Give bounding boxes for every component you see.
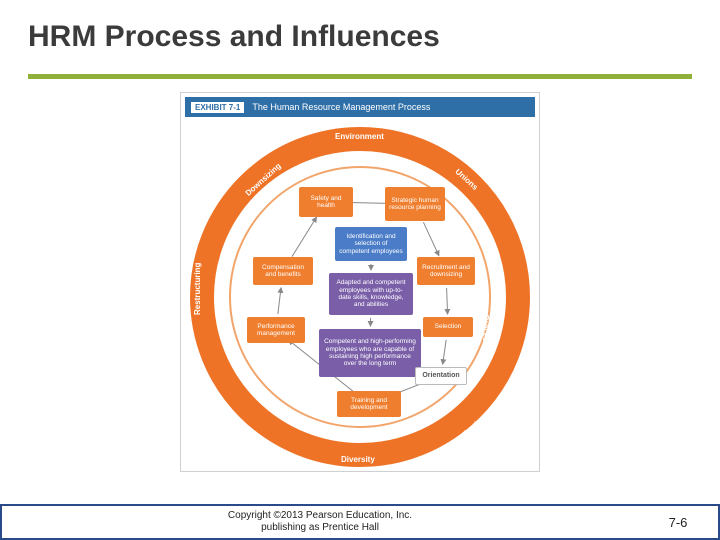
env-label-bottom: Diversity bbox=[341, 455, 375, 464]
box-orientation: Orientation bbox=[415, 367, 467, 385]
arrow-recruitment-selection bbox=[447, 288, 448, 314]
exhibit-number: EXHIBIT 7-1 bbox=[191, 102, 244, 113]
box-performance: Performance management bbox=[247, 317, 305, 343]
hrm-diagram: EnvironmentDownsizingUnionsRestructuring… bbox=[185, 117, 535, 467]
box-training: Training and development bbox=[337, 391, 401, 417]
box-compensation: Compensation and benefits bbox=[253, 257, 313, 285]
slide: HRM Process and Influences EXHIBIT 7-1 T… bbox=[0, 0, 720, 540]
copyright-line1: Copyright ©2013 Pearson Education, Inc. bbox=[2, 510, 638, 522]
box-competent: Competent and high-performing employees … bbox=[319, 329, 421, 377]
box-adapted: Adapted and competent employees with up-… bbox=[329, 273, 413, 315]
box-recruitment: Recruitment and downsizing bbox=[417, 257, 475, 285]
footer-bar: Copyright ©2013 Pearson Education, Inc. … bbox=[0, 504, 720, 540]
page-number: 7-6 bbox=[638, 515, 718, 530]
box-selection: Selection bbox=[423, 317, 473, 337]
box-planning: Strategic human resource planning bbox=[385, 187, 445, 221]
box-identification: Identification and selection of competen… bbox=[335, 227, 407, 261]
arrow-compensation-safety bbox=[292, 217, 316, 256]
arrow-selection-orientation bbox=[443, 340, 446, 364]
box-safety: Safety and health bbox=[299, 187, 353, 217]
arrow-performance-compensation bbox=[278, 288, 281, 314]
copyright: Copyright ©2013 Pearson Education, Inc. … bbox=[2, 510, 638, 534]
env-label-top: Environment bbox=[335, 132, 384, 141]
arrow-planning-recruitment bbox=[423, 222, 438, 255]
exhibit-caption: The Human Resource Management Process bbox=[252, 102, 430, 112]
copyright-line2: publishing as Prentice Hall bbox=[2, 522, 638, 534]
env-label-right: Work Process bbox=[481, 315, 499, 351]
slide-title: HRM Process and Influences bbox=[28, 20, 440, 54]
exhibit-figure: EXHIBIT 7-1 The Human Resource Managemen… bbox=[180, 92, 540, 472]
title-underline bbox=[28, 74, 692, 79]
env-label-left: Restructuring bbox=[193, 263, 202, 315]
exhibit-bar: EXHIBIT 7-1 The Human Resource Managemen… bbox=[185, 97, 535, 117]
